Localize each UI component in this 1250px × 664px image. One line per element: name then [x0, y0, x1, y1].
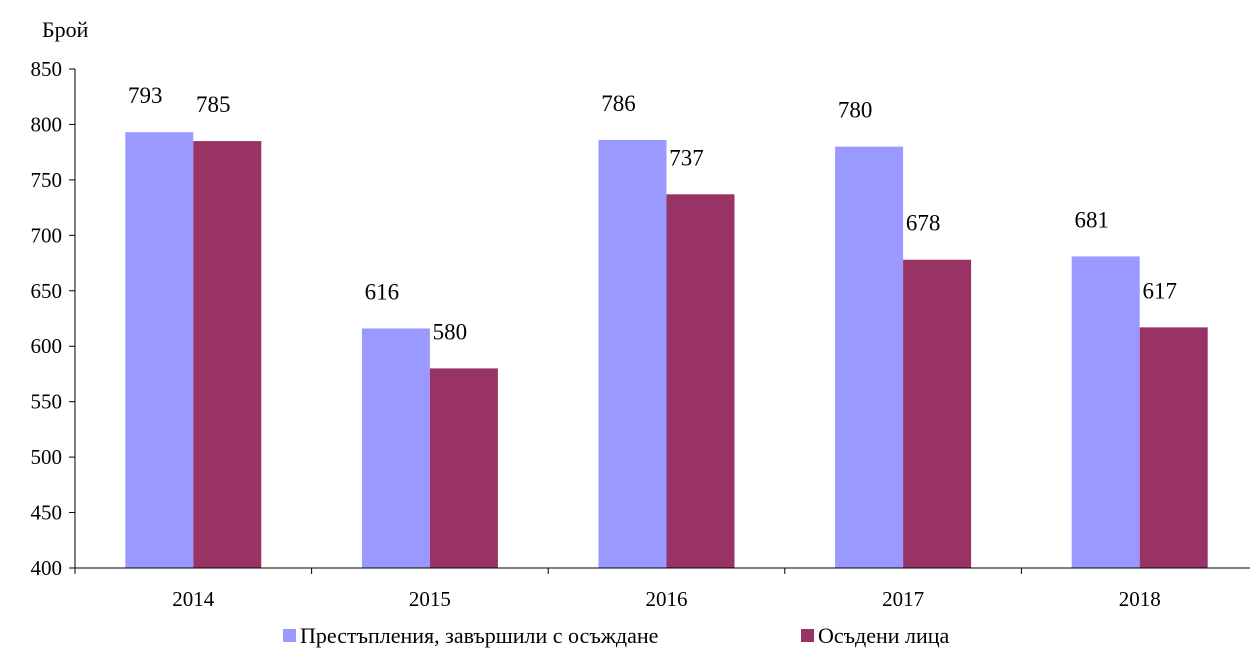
legend: Престъпления, завършили с осъждане Осъден… — [283, 623, 950, 648]
y-tick-label: 700 — [31, 223, 63, 247]
bar-convicted-2016 — [666, 194, 735, 568]
y-axis-ticks: 400 450 500 550 600 650 700 750 800 850 — [31, 57, 75, 580]
data-label: 616 — [365, 279, 400, 304]
axes — [74, 69, 1250, 569]
legend-label: Осъдени лица — [818, 623, 950, 648]
bar-convicted-2018 — [1139, 327, 1208, 568]
y-tick-label: 450 — [31, 501, 63, 525]
data-label: 780 — [838, 98, 873, 123]
bar-crimes-2017 — [835, 146, 904, 568]
x-tick-label: 2014 — [172, 587, 215, 611]
x-tick-label: 2017 — [882, 587, 924, 611]
data-label: 785 — [196, 92, 231, 117]
data-label: 678 — [906, 211, 941, 236]
data-label: 580 — [433, 319, 468, 344]
data-label: 786 — [601, 91, 636, 116]
bar-crimes-2014 — [125, 132, 194, 568]
bar-convicted-2017 — [903, 259, 972, 568]
y-tick-label: 650 — [31, 279, 63, 303]
data-label: 617 — [1142, 278, 1177, 303]
y-tick-label: 800 — [31, 112, 63, 136]
bar-crimes-2018 — [1071, 256, 1140, 568]
bar-crimes-2015 — [361, 328, 430, 568]
bar-convicted-2015 — [429, 368, 498, 568]
y-tick-label: 500 — [31, 445, 63, 469]
data-label: 737 — [669, 145, 704, 170]
y-tick-label: 550 — [31, 390, 63, 414]
legend-swatch — [801, 629, 814, 642]
data-labels: 793 785 616 580 786 737 780 678 681 617 — [128, 83, 1177, 344]
x-tick-label: 2015 — [409, 587, 451, 611]
legend-label: Престъпления, завършили с осъждане — [300, 623, 658, 648]
x-axis-ticks: 2014 2015 2016 2017 2018 — [74, 568, 1161, 611]
bar-crimes-2016 — [598, 139, 667, 569]
data-label: 681 — [1074, 207, 1109, 232]
y-tick-label: 750 — [31, 168, 63, 192]
data-label: 793 — [128, 83, 163, 108]
x-tick-label: 2018 — [1119, 587, 1161, 611]
y-tick-label: 600 — [31, 334, 63, 358]
legend-swatch — [283, 629, 296, 642]
bars — [125, 132, 1208, 569]
y-axis-title: Брой — [42, 17, 89, 42]
y-tick-label: 400 — [31, 556, 63, 580]
bar-convicted-2014 — [193, 141, 262, 569]
y-tick-label: 850 — [31, 57, 63, 81]
x-tick-label: 2016 — [646, 587, 688, 611]
